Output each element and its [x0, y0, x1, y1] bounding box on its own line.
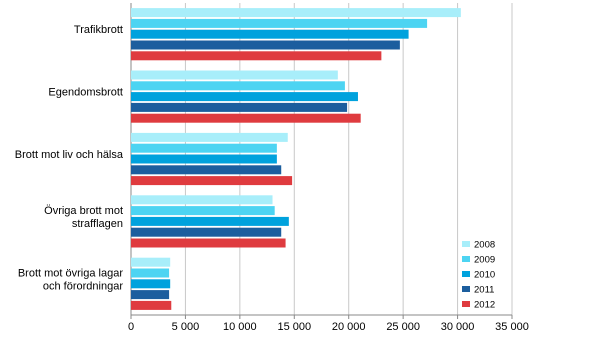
bar — [131, 216, 289, 226]
bar — [131, 29, 409, 39]
bar — [131, 268, 170, 278]
x-tick-label: 35 000 — [495, 321, 529, 333]
bar — [131, 132, 288, 142]
bar — [131, 279, 171, 289]
legend-swatch — [462, 301, 470, 307]
legend-label: 2012 — [474, 300, 495, 311]
legend-label: 2008 — [474, 240, 495, 251]
legend-swatch — [462, 271, 470, 277]
bar — [131, 92, 358, 102]
bar — [131, 143, 277, 153]
legend-label: 2010 — [474, 270, 495, 281]
legend-swatch — [462, 241, 470, 247]
bar — [131, 195, 273, 205]
y-tick-label: Trafikbrott — [74, 24, 123, 36]
bar — [131, 154, 277, 164]
bar — [131, 113, 361, 123]
legend-label: 2009 — [474, 255, 495, 266]
x-tick-label: 15 000 — [277, 321, 311, 333]
y-tick-label: Egendomsbrott — [48, 87, 123, 99]
legend-swatch — [462, 256, 470, 262]
x-tick-label: 30 000 — [441, 321, 475, 333]
y-tick-label: Brott mot liv och hälsa — [15, 149, 124, 161]
bar — [131, 300, 172, 310]
x-tick-label: 25 000 — [386, 321, 420, 333]
bar — [131, 40, 400, 50]
bar — [131, 81, 345, 91]
bar — [131, 165, 282, 175]
x-tick-label: 10 000 — [223, 321, 257, 333]
y-tick-label: Övriga brott mot strafflagen — [44, 205, 123, 230]
legend-swatch — [462, 286, 470, 292]
bar — [131, 206, 275, 216]
bar — [131, 70, 338, 80]
y-tick-label: Brott mot övriga lagar och förordningar — [18, 267, 123, 292]
bar — [131, 51, 382, 61]
bar — [131, 102, 348, 112]
bar — [131, 176, 293, 186]
legend: 2008 2009 2010 2011 2012 — [462, 240, 495, 311]
x-tick-label: 5 000 — [172, 321, 200, 333]
bar — [131, 290, 170, 300]
bar — [131, 238, 286, 248]
bar — [131, 257, 171, 267]
bar — [131, 18, 428, 28]
x-tick-label: 0 — [128, 321, 134, 333]
bar — [131, 8, 461, 18]
bar — [131, 227, 282, 237]
x-tick-label: 20 000 — [332, 321, 366, 333]
legend-label: 2011 — [474, 285, 494, 296]
